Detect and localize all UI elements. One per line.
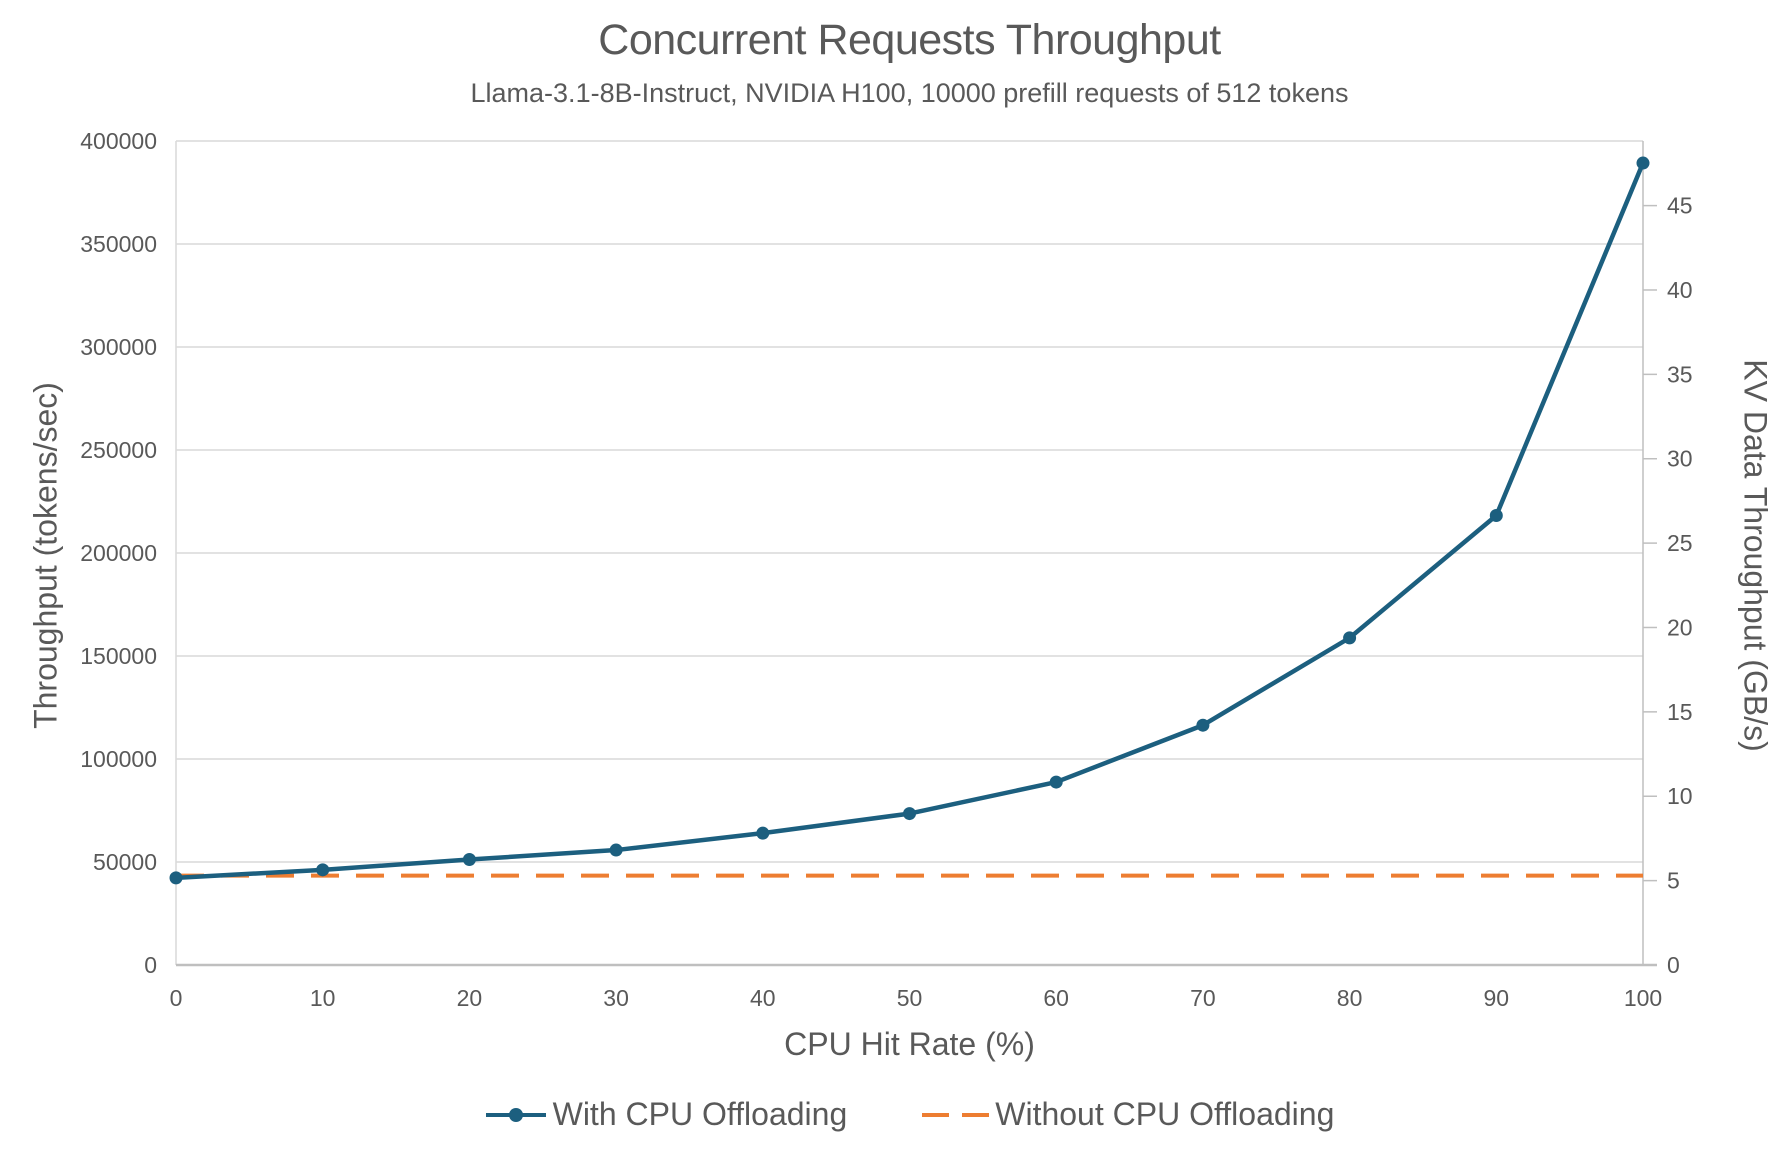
chart-title: Concurrent Requests Throughput	[598, 16, 1221, 64]
y-axis-tick-label: 250000	[80, 437, 157, 463]
legend-item-without-offloading: Without CPU Offloading	[921, 1096, 1334, 1133]
data-point-marker	[1049, 775, 1063, 789]
legend-item-with-offloading: With CPU Offloading	[485, 1096, 848, 1133]
x-axis-tick-label: 90	[1484, 985, 1510, 1011]
y2-axis-tick-label: 35	[1667, 361, 1693, 387]
y2-axis-tick-label: 10	[1667, 783, 1693, 809]
x-axis-tick-label: 20	[457, 985, 483, 1011]
y2-axis-title: KV Data Throughput (GB/s)	[1737, 359, 1774, 752]
data-point-marker	[462, 853, 476, 867]
x-axis-tick-label: 60	[1043, 985, 1069, 1011]
data-point-marker	[316, 863, 330, 877]
data-point-marker	[1343, 631, 1357, 645]
data-point-marker	[903, 807, 916, 821]
x-axis-tick-label: 50	[897, 985, 923, 1011]
y2-axis-tick-label: 5	[1667, 868, 1680, 894]
data-point-marker	[169, 871, 183, 885]
chart-subtitle: Llama-3.1-8B-Instruct, NVIDIA H100, 1000…	[470, 78, 1349, 108]
x-axis-tick-label: 40	[750, 985, 776, 1011]
y2-axis-tick-label: 15	[1667, 699, 1693, 725]
x-axis-tick-label: 30	[603, 985, 629, 1011]
y-axis-tick-label: 150000	[80, 643, 157, 669]
legend-label: Without CPU Offloading	[995, 1096, 1335, 1132]
y2-axis-tick-label: 40	[1667, 277, 1693, 303]
y-axis-tick-label: 300000	[80, 334, 157, 360]
y2-axis-tick-label: 25	[1667, 530, 1693, 556]
x-axis-tick-label: 10	[310, 985, 336, 1011]
y-axis-tick-label: 200000	[80, 540, 157, 566]
data-point-marker	[756, 826, 770, 840]
y-axis-tick-label: 50000	[93, 849, 157, 875]
y2-axis-tick-label: 0	[1667, 952, 1680, 978]
x-axis-tick-label: 80	[1337, 985, 1363, 1011]
y-axis-tick-label: 400000	[80, 128, 157, 154]
data-point-marker	[1489, 509, 1503, 523]
data-point-marker	[1196, 718, 1210, 732]
x-axis-title: CPU Hit Rate (%)	[784, 1026, 1035, 1062]
y2-axis-tick-label: 20	[1667, 614, 1693, 640]
x-axis-tick-label: 70	[1190, 985, 1216, 1011]
legend-label: With CPU Offloading	[552, 1096, 848, 1132]
y-axis-title: Throughput (tokens/sec)	[27, 382, 64, 729]
y2-axis-tick-label: 30	[1667, 446, 1693, 472]
x-axis-tick-label: 100	[1624, 985, 1662, 1011]
x-axis-tick-label: 0	[170, 985, 183, 1011]
legend: With CPU Offloading Without CPU Offloadi…	[176, 1096, 1643, 1133]
legend-marker-dashed-line-icon	[922, 1112, 990, 1117]
y-axis-tick-label: 350000	[80, 231, 157, 257]
y-axis-tick-label: 100000	[80, 746, 157, 772]
data-point-marker	[1636, 156, 1650, 170]
y2-axis-tick-label: 45	[1667, 193, 1693, 219]
series-line-with-cpu-offloading	[175, 162, 1646, 881]
legend-marker-solid-line-icon	[485, 1107, 546, 1122]
data-point-marker	[609, 843, 623, 857]
y-axis-tick-label: 0	[144, 952, 157, 978]
